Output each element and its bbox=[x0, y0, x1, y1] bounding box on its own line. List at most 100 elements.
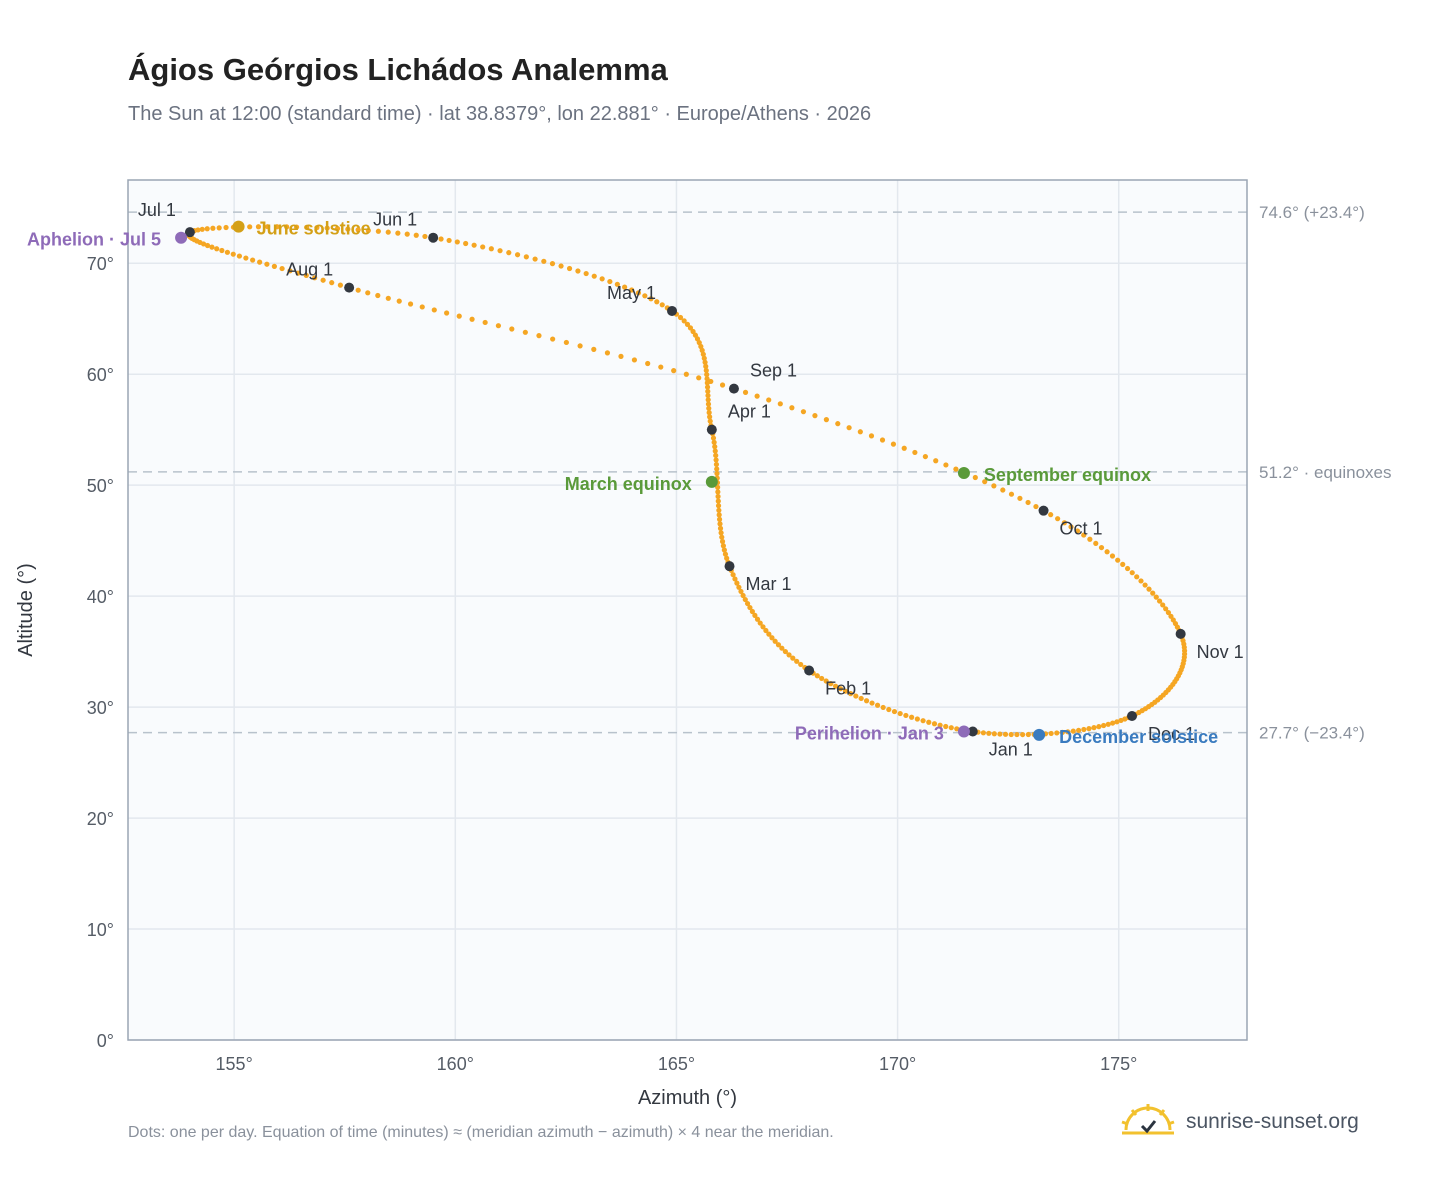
daily-sun-dot bbox=[566, 265, 573, 272]
month-marker bbox=[706, 424, 717, 435]
daily-sun-dot bbox=[320, 277, 326, 283]
daily-sun-dot bbox=[1114, 719, 1120, 725]
daily-sun-dot bbox=[257, 259, 263, 265]
daily-sun-dot bbox=[707, 418, 713, 424]
daily-sun-dot bbox=[204, 226, 210, 232]
daily-sun-dot bbox=[604, 350, 611, 356]
daily-sun-dot bbox=[488, 246, 494, 252]
y-axis-title: Altitude (°) bbox=[15, 563, 37, 657]
daily-sun-dot bbox=[752, 612, 758, 618]
event-label: September equinox bbox=[984, 465, 1151, 485]
daily-sun-dot bbox=[715, 484, 721, 490]
daily-sun-dot bbox=[274, 224, 280, 230]
y-tick-label: 30° bbox=[87, 698, 114, 718]
daily-sun-dot bbox=[575, 268, 581, 274]
daily-sun-dot bbox=[713, 461, 720, 468]
daily-sun-dot bbox=[943, 462, 949, 468]
daily-sun-dot bbox=[329, 280, 335, 286]
daily-sun-dot bbox=[874, 702, 881, 708]
reference-line-label: 51.2° · equinoxes bbox=[1259, 463, 1392, 482]
daily-sun-dot bbox=[1098, 544, 1105, 551]
daily-sun-dot bbox=[1048, 512, 1054, 518]
daily-sun-dot bbox=[724, 555, 730, 561]
daily-sun-dot bbox=[577, 343, 583, 349]
daily-sun-dot bbox=[1118, 717, 1124, 724]
daily-sun-dot bbox=[835, 421, 841, 427]
daily-sun-dot bbox=[200, 241, 207, 247]
daily-sun-dot bbox=[740, 592, 746, 599]
daily-sun-dot bbox=[736, 584, 742, 590]
daily-sun-dot bbox=[742, 596, 748, 603]
daily-sun-dot bbox=[696, 375, 702, 381]
daily-sun-dot bbox=[438, 236, 444, 242]
daily-sun-dot bbox=[931, 721, 938, 727]
daily-sun-dot bbox=[720, 543, 726, 549]
daily-sun-dot bbox=[721, 547, 727, 553]
daily-sun-dot bbox=[469, 316, 475, 322]
daily-sun-dot bbox=[722, 551, 729, 557]
daily-sun-dot bbox=[210, 225, 216, 231]
daily-sun-dot bbox=[789, 405, 795, 411]
daily-sun-dot bbox=[1048, 730, 1054, 737]
daily-sun-dot bbox=[1104, 549, 1110, 555]
daily-sun-dot bbox=[506, 250, 512, 256]
daily-sun-dot bbox=[1160, 602, 1166, 608]
daily-sun-dot bbox=[375, 228, 381, 234]
y-tick-label: 50° bbox=[87, 476, 114, 496]
daily-sun-dot bbox=[591, 273, 597, 279]
daily-sun-dot bbox=[523, 254, 529, 260]
daily-sun-dot bbox=[1054, 730, 1060, 736]
month-marker bbox=[724, 561, 735, 572]
daily-sun-dot bbox=[1081, 726, 1087, 733]
daily-sun-dot bbox=[1101, 722, 1107, 729]
daily-sun-dot bbox=[303, 272, 309, 279]
daily-sun-dot bbox=[991, 731, 997, 737]
daily-sun-dot bbox=[1129, 570, 1135, 576]
daily-sun-dot bbox=[823, 678, 829, 684]
y-tick-label: 10° bbox=[87, 920, 114, 940]
daily-sun-dot bbox=[471, 242, 477, 248]
daily-sun-dot bbox=[713, 452, 719, 459]
daily-sun-dot bbox=[355, 287, 361, 293]
daily-sun-dot bbox=[1017, 495, 1023, 501]
brand-name: sunrise-sunset.org bbox=[1186, 1110, 1359, 1133]
daily-sun-dot bbox=[953, 466, 959, 472]
x-tick-label: 175° bbox=[1100, 1054, 1137, 1074]
brand-link[interactable]: sunrise-sunset.org bbox=[1120, 1102, 1359, 1142]
daily-sun-dot bbox=[903, 712, 909, 719]
daily-sun-dot bbox=[563, 339, 569, 346]
plot-background bbox=[128, 180, 1247, 1040]
daily-sun-dot bbox=[1146, 586, 1152, 592]
daily-sun-dot bbox=[943, 723, 949, 730]
daily-sun-dot bbox=[734, 580, 740, 586]
daily-sun-dot bbox=[719, 534, 725, 540]
daily-sun-dot bbox=[314, 225, 320, 231]
daily-sun-dot bbox=[1138, 578, 1144, 584]
daily-sun-dot bbox=[236, 253, 243, 259]
daily-sun-dot bbox=[671, 368, 677, 374]
daily-sun-dot bbox=[879, 437, 886, 443]
daily-sun-dot bbox=[654, 299, 660, 305]
daily-sun-dot bbox=[1033, 503, 1039, 510]
daily-sun-dot bbox=[700, 351, 706, 357]
daily-sun-dot bbox=[312, 275, 318, 281]
daily-sun-dot bbox=[1070, 728, 1076, 734]
daily-sun-dot bbox=[823, 417, 829, 423]
daily-sun-dot bbox=[264, 261, 270, 267]
month-marker bbox=[667, 305, 678, 316]
daily-sun-dot bbox=[1091, 725, 1097, 731]
daily-sun-dot bbox=[558, 263, 564, 269]
daily-sun-dot bbox=[1109, 553, 1116, 559]
daily-sun-dot bbox=[897, 710, 903, 717]
daily-sun-dot bbox=[1008, 731, 1014, 738]
daily-sun-dot bbox=[719, 382, 726, 388]
month-marker bbox=[1127, 710, 1138, 721]
daily-sun-dot bbox=[714, 470, 720, 477]
month-label: Oct 1 bbox=[1060, 519, 1103, 539]
daily-sun-dot bbox=[456, 313, 462, 319]
daily-sun-dot bbox=[716, 516, 723, 522]
daily-sun-dot bbox=[706, 410, 712, 416]
daily-sun-dot bbox=[247, 224, 253, 230]
daily-sun-dot bbox=[1076, 727, 1082, 733]
daily-sun-dot bbox=[1134, 574, 1140, 580]
